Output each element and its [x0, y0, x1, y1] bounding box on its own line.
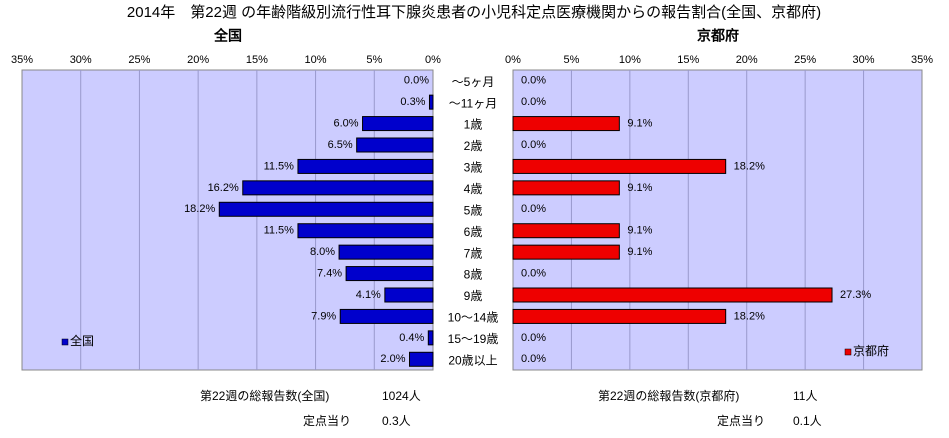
kyoto-value-label: 9.1%: [627, 225, 652, 237]
kyoto-bar: [512, 308, 727, 324]
kyoto-bar: [512, 287, 833, 303]
national-bar: [427, 330, 434, 346]
category-label: 3歳: [464, 161, 483, 175]
national-bar: [428, 94, 434, 110]
kyoto-value-label: 0.0%: [521, 75, 546, 87]
kyoto-value-label: 0.0%: [521, 203, 546, 215]
national-tick-label: 30%: [70, 54, 92, 66]
kyoto-tick-label: 0%: [505, 54, 521, 66]
kyoto-legend-label: 京都府: [853, 343, 889, 358]
kyoto-total-value: 11人: [793, 389, 818, 403]
kyoto-tick-label: 20%: [736, 54, 758, 66]
kyoto-value-label: 9.1%: [627, 182, 652, 194]
national-value-label: 8.0%: [310, 246, 335, 258]
national-value-label: 0.3%: [400, 96, 425, 108]
kyoto-value-label: 0.0%: [521, 267, 546, 279]
national-value-label: 7.9%: [311, 310, 336, 322]
national-tick-label: 5%: [366, 54, 382, 66]
category-label: 15～19歳: [448, 332, 499, 346]
chart-title: 2014年 第22週 の年齢階級別流行性耳下腺炎患者の小児科定点医療機関からの報…: [127, 3, 821, 21]
category-label: 20歳以上: [448, 353, 497, 367]
national-bar: [345, 266, 434, 282]
national-tick-label: 20%: [187, 54, 209, 66]
category-label: ～11ヶ月: [449, 96, 497, 110]
kyoto-chart-title: 京都府: [697, 28, 739, 44]
national-value-label: 4.1%: [356, 289, 381, 301]
national-tick-label: 0%: [425, 54, 441, 66]
category-label: 6歳: [464, 225, 483, 239]
national-value-label: 11.5%: [264, 160, 295, 172]
national-tick-label: 35%: [11, 54, 33, 66]
national-tick-label: 25%: [128, 54, 150, 66]
kyoto-value-label: 18.2%: [734, 310, 765, 322]
kyoto-bar: [512, 158, 727, 174]
national-bar: [384, 287, 434, 303]
category-label: 9歳: [464, 289, 483, 303]
national-bar: [297, 223, 434, 239]
category-label: 10～14歳: [448, 311, 499, 325]
kyoto-tick-label: 30%: [853, 54, 875, 66]
national-value-label: 6.5%: [328, 139, 353, 151]
national-legend-label: 全国: [70, 333, 94, 348]
kyoto-value-label: 0.0%: [521, 139, 546, 151]
kyoto-per-label: 定点当り: [717, 414, 766, 428]
kyoto-bar: [512, 116, 620, 132]
national-value-label: 6.0%: [333, 117, 358, 129]
category-label: 2歳: [464, 139, 483, 153]
national-bar: [339, 308, 434, 324]
national-chart-title: 全国: [213, 28, 242, 44]
kyoto-per-value: 0.1人: [793, 414, 822, 428]
national-value-label: 18.2%: [184, 203, 215, 215]
kyoto-value-label: 9.1%: [627, 117, 652, 129]
national-bar: [362, 116, 434, 132]
kyoto-plot-area: [512, 69, 923, 371]
kyoto-tick-label: 25%: [794, 54, 816, 66]
kyoto-legend-swatch: [844, 348, 852, 356]
national-value-label: 11.5%: [264, 225, 295, 237]
kyoto-bar: [512, 180, 620, 196]
national-value-label: 2.0%: [380, 353, 405, 365]
category-label: 7歳: [464, 246, 483, 260]
national-tick-label: 10%: [305, 54, 327, 66]
kyoto-total-label: 第22週の総報告数(京都府): [598, 389, 740, 403]
national-value-label: 0.4%: [399, 332, 424, 344]
kyoto-value-label: 0.0%: [521, 353, 546, 365]
category-label: 4歳: [464, 182, 483, 196]
kyoto-value-label: 27.3%: [840, 289, 871, 301]
national-value-label: 16.2%: [208, 182, 239, 194]
national-per-label: 定点当り: [303, 414, 352, 428]
national-legend-swatch: [61, 338, 69, 346]
kyoto-tick-label: 15%: [677, 54, 699, 66]
kyoto-tick-label: 5%: [563, 54, 579, 66]
national-total-value: 1024人: [382, 389, 421, 403]
kyoto-value-label: 9.1%: [627, 246, 652, 258]
category-label: 8歳: [464, 268, 483, 282]
national-per-value: 0.3人: [382, 414, 411, 428]
national-bar: [218, 201, 434, 217]
national-bar: [338, 244, 434, 260]
national-bar: [242, 180, 434, 196]
kyoto-tick-label: 35%: [911, 54, 933, 66]
kyoto-bar: [512, 223, 620, 239]
kyoto-value-label: 18.2%: [734, 160, 765, 172]
kyoto-tick-label: 10%: [619, 54, 641, 66]
category-label: 1歳: [464, 118, 483, 132]
national-bar: [297, 158, 434, 174]
national-value-label: 0.0%: [404, 75, 429, 87]
national-tick-label: 15%: [246, 54, 268, 66]
kyoto-bar: [512, 244, 620, 260]
national-value-label: 7.4%: [317, 267, 342, 279]
category-label: ～5ヶ月: [452, 75, 495, 89]
national-bar: [409, 351, 434, 367]
national-total-label: 第22週の総報告数(全国): [200, 389, 330, 403]
kyoto-value-label: 0.0%: [521, 332, 546, 344]
category-label: 5歳: [464, 203, 483, 217]
kyoto-value-label: 0.0%: [521, 96, 546, 108]
national-plot-area: [21, 69, 434, 371]
national-bar: [356, 137, 434, 153]
